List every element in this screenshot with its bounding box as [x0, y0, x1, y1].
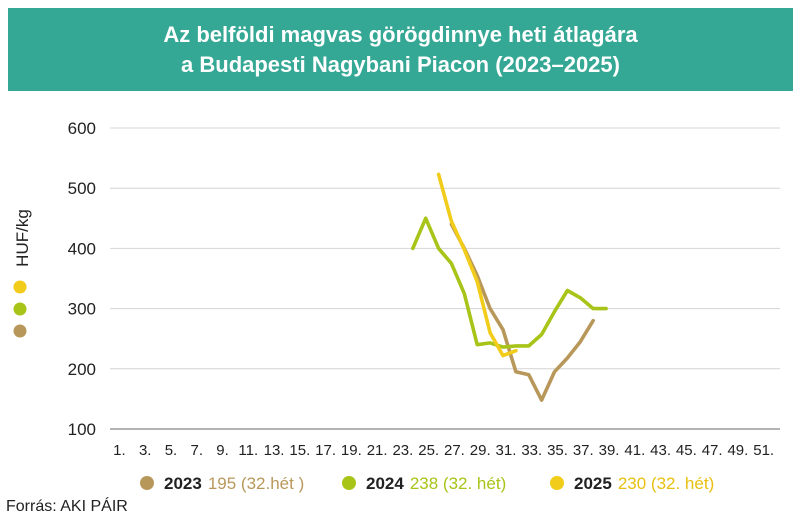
x-tick-label-19: 19.: [341, 442, 362, 459]
legend-note-2023: 195 (32.hét ): [207, 474, 305, 493]
legend-item-2023: 2023 195 (32.hét ): [140, 474, 304, 498]
x-tick-label-35: 35.: [547, 442, 568, 459]
x-tick-label-37: 37.: [573, 442, 594, 459]
y-axis-dot-2025: [13, 280, 27, 294]
y-axis-dot-2024: [13, 302, 27, 316]
legend-year-2025: 2025: [574, 474, 612, 493]
x-tick-label-15: 15.: [289, 442, 310, 459]
x-tick-label-1: 1.: [113, 442, 126, 459]
legend-item-2024: 2024 238 (32. hét): [342, 474, 506, 498]
x-tick-label-25: 25.: [418, 442, 439, 459]
chart-title-line-1: Az belföldi magvas görögdinnye heti átla…: [163, 22, 638, 47]
x-tick-label-23: 23.: [392, 442, 413, 459]
y-axis-dot-2023: [13, 324, 27, 338]
legend-note-2024: 238 (32. hét): [409, 474, 507, 493]
y-axis-label: HUF/kg: [13, 209, 32, 267]
x-tick-label-3: 3.: [139, 442, 152, 459]
x-tick-label-43: 43.: [650, 442, 671, 459]
x-tick-label-11: 11.: [238, 442, 258, 459]
series-line-2025: [436, 172, 518, 358]
legend-dot-2023: [140, 476, 154, 490]
legend-item-2025: 2025 230 (32. hét): [550, 474, 714, 498]
x-tick-label-49: 49.: [727, 442, 748, 459]
series-line-2024: [410, 216, 608, 349]
chart-title-line-2: a Budapesti Nagybani Piacon (2023–2025): [181, 52, 620, 77]
x-tick-label-47: 47.: [702, 442, 723, 459]
x-tick-label-29: 29.: [470, 442, 491, 459]
x-tick-label-17: 17.: [315, 442, 336, 459]
x-tick-label-9: 9.: [216, 442, 229, 459]
x-tick-label-7: 7.: [190, 442, 203, 459]
y-tick-label-100: 100: [68, 420, 96, 439]
x-tick-label-13: 13.: [264, 442, 285, 459]
x-tick-label-45: 45.: [676, 442, 697, 459]
legend-year-2023: 2023: [164, 474, 202, 493]
legend-dot-2024: [342, 476, 356, 490]
x-tick-label-27: 27.: [444, 442, 465, 459]
y-tick-label-600: 600: [68, 119, 96, 138]
x-tick-label-21: 21.: [367, 442, 388, 459]
x-tick-label-41: 41.: [624, 442, 645, 459]
y-tick-label-500: 500: [68, 179, 96, 198]
x-tick-label-33: 33.: [521, 442, 542, 459]
chart-title-banner: Az belföldi magvas görögdinnye heti átla…: [8, 8, 793, 91]
legend-note-2025: 230 (32. hét): [617, 474, 715, 493]
x-tick-label-39: 39.: [599, 442, 620, 459]
legend-year-2024: 2024: [366, 474, 404, 493]
legend-dot-2025: [550, 476, 564, 490]
series-line-2023: [449, 222, 596, 402]
x-tick-label-5: 5.: [165, 442, 178, 459]
line-chart: 100 200 300 400 500 600 1. 3. 5. 7. 9. 11. 13. 15. 17.…: [13, 119, 780, 459]
y-tick-label-400: 400: [68, 239, 96, 258]
y-tick-label-200: 200: [68, 360, 96, 379]
source-note: Forrás: AKI PÁIR: [6, 498, 128, 515]
y-tick-label-300: 300: [68, 300, 96, 319]
x-tick-label-31: 31.: [496, 442, 517, 459]
x-tick-label-51: 51.: [753, 442, 774, 459]
